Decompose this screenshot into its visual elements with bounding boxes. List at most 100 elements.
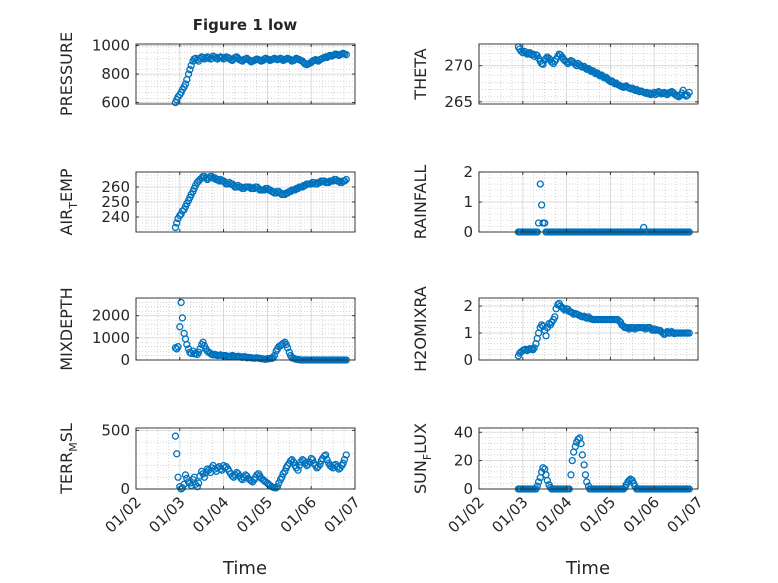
data-point [542, 54, 550, 63]
y-tick-label: 1 [463, 324, 473, 342]
x-tick-label: 01/02 [102, 493, 145, 536]
data-point [340, 456, 349, 464]
data-point [183, 340, 191, 349]
subplot-pressure: 600 800 1000 PRESSURE [57, 32, 356, 116]
x-tick-label: 01/06 [277, 493, 320, 536]
y-tick-label: 2 [463, 297, 473, 315]
y-tick-label: 600 [101, 94, 130, 112]
data-point [539, 322, 547, 330]
x-tick-label: 01/03 [488, 493, 531, 536]
data-point [316, 460, 324, 469]
data-point [530, 344, 538, 352]
x-tick-label: 01/04 [189, 493, 232, 536]
data-point [543, 476, 551, 485]
y-tick-label: 270 [444, 57, 473, 75]
data-point [171, 432, 180, 440]
data-point [171, 223, 180, 232]
data-point [685, 329, 693, 337]
data-point [568, 456, 576, 465]
data-point [539, 464, 547, 472]
x-tick-label: 01/05 [233, 493, 276, 536]
data-point [270, 351, 279, 360]
data-point [278, 473, 286, 481]
data-point [273, 482, 282, 491]
data-point [174, 343, 182, 351]
y-tick-label: 250 [101, 193, 130, 211]
y-tick-label: 2000 [92, 307, 130, 325]
y-tick-label: 1 [463, 193, 473, 211]
data-point [551, 313, 559, 321]
y-tick-label: 0 [120, 480, 130, 498]
data-point [283, 344, 292, 352]
y-axis-label: MIXDEPTH [57, 287, 76, 370]
x-tick-label: 01/06 [620, 493, 663, 536]
axes-box [135, 427, 356, 490]
data-point [342, 451, 350, 459]
data-point [194, 479, 203, 487]
axes-box [135, 297, 356, 361]
x-tick-label: 01/04 [532, 493, 575, 536]
data-point [178, 314, 187, 322]
data-point [173, 450, 181, 458]
y-tick-label: 0 [463, 351, 473, 369]
data-point [342, 51, 350, 59]
y-axis-label: RAINFALL [411, 165, 430, 240]
y-tick-label: 0 [463, 223, 473, 241]
data-point [321, 451, 330, 459]
data-point [323, 456, 331, 464]
data-point [536, 180, 544, 188]
figure-title: Figure 1 low [193, 16, 298, 34]
data-point [517, 47, 525, 55]
data-point [199, 338, 207, 346]
data-point [537, 201, 546, 209]
y-tick-label: 265 [444, 93, 473, 111]
data-point [581, 471, 590, 479]
y-tick-label: 0 [463, 480, 473, 498]
data-point [194, 348, 203, 356]
y-tick-label: 260 [101, 178, 130, 196]
data-point [648, 90, 657, 98]
data-point [184, 70, 193, 78]
y-tick-label: 800 [101, 65, 130, 83]
axes-box [478, 297, 699, 361]
data-point [181, 471, 190, 479]
subplot-terr-msl: 0 500 01/02 01/03 01/04 01/05 01/06 01/07 TERRMS… [57, 421, 364, 536]
data-point [571, 442, 580, 451]
data-point [285, 348, 293, 356]
x-tick-label: 01/07 [664, 493, 707, 536]
x-tick-label: 01/02 [445, 493, 488, 536]
data-point [679, 86, 687, 94]
data-point [308, 456, 317, 464]
y-tick-label: 40 [454, 423, 473, 441]
x-tick-label: 01/05 [576, 493, 619, 536]
data-point [294, 466, 302, 474]
data-point [559, 305, 568, 313]
data-point [583, 478, 591, 486]
subplot-rainfall: 0 1 2 RAINFALL [411, 163, 699, 241]
data-point [186, 66, 194, 74]
data-point [342, 175, 350, 184]
y-axis-label: TERRMSL [57, 423, 80, 495]
data-point [577, 439, 585, 448]
subplot-sun-flux: 0 20 40 01/02 01/03 01/04 01/05 01/06 01/07 SUNFL… [411, 423, 707, 536]
data-point [339, 459, 347, 467]
data-point [177, 298, 185, 307]
data-point [174, 473, 182, 481]
data-point [567, 471, 575, 479]
data-point [181, 80, 190, 88]
y-axis-label: THETA [411, 48, 430, 100]
data-point [275, 479, 283, 487]
x-tick-label: 01/03 [145, 493, 188, 536]
data-point [565, 58, 573, 66]
subplot-h2omixra: 0 1 2 H2OMIXRA [411, 286, 699, 372]
axes-box [478, 43, 699, 105]
data-point [541, 219, 549, 227]
y-tick-label: 500 [101, 421, 130, 439]
data-point [542, 332, 550, 340]
x-tick-label: 01/07 [321, 493, 364, 536]
data-point [561, 306, 569, 314]
y-tick-label: 0 [120, 351, 130, 369]
data-point [187, 61, 195, 70]
data-series [171, 49, 350, 107]
